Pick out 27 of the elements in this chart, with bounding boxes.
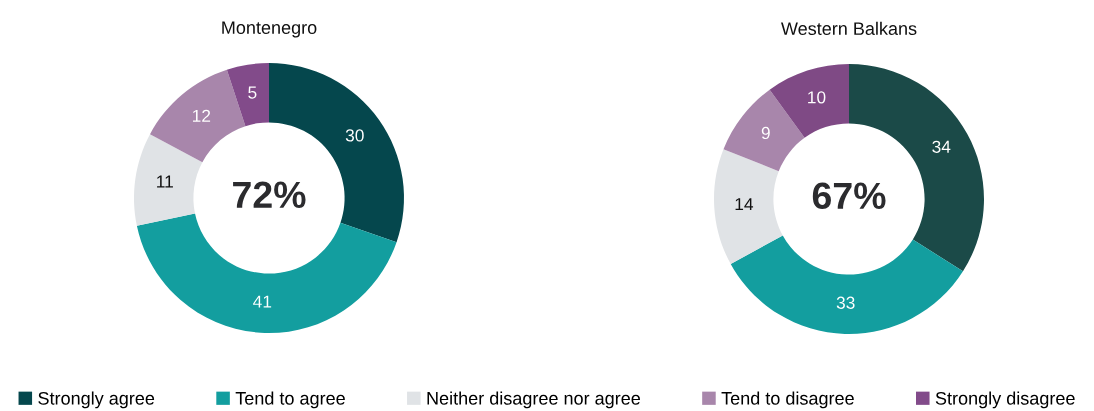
data-label: 5 bbox=[248, 86, 257, 99]
donut-slice bbox=[769, 64, 849, 138]
chart-title: Montenegro bbox=[222, 21, 317, 38]
donut-slice bbox=[226, 63, 269, 127]
data-label: 14 bbox=[735, 198, 754, 211]
data-label: 11 bbox=[157, 175, 173, 188]
legend-label: Strongly disagree bbox=[935, 391, 1075, 409]
donut-slice bbox=[714, 149, 783, 265]
data-label: 34 bbox=[932, 140, 951, 153]
donut-slice bbox=[134, 134, 203, 226]
donut-slice bbox=[730, 235, 963, 334]
chart-title: Western Balkans bbox=[781, 21, 917, 36]
legend-label: Tend to disagree bbox=[721, 391, 854, 409]
text: 67% bbox=[812, 182, 886, 210]
donut-slice bbox=[136, 213, 397, 333]
legend-label: Neither disagree nor agree bbox=[427, 391, 640, 409]
data-label: 9 bbox=[761, 126, 770, 140]
text: 72% bbox=[233, 181, 306, 208]
data-label: 33 bbox=[836, 296, 855, 309]
donut-slice bbox=[723, 89, 805, 172]
data-label: 30 bbox=[345, 129, 364, 142]
data-label: 10 bbox=[808, 91, 826, 104]
data-label: 12 bbox=[192, 109, 211, 122]
legend-label: Strongly agree bbox=[38, 391, 155, 409]
data-label: 41 bbox=[253, 295, 272, 308]
legend-label: Tend to agree bbox=[235, 391, 345, 409]
donut-slice bbox=[150, 69, 246, 163]
